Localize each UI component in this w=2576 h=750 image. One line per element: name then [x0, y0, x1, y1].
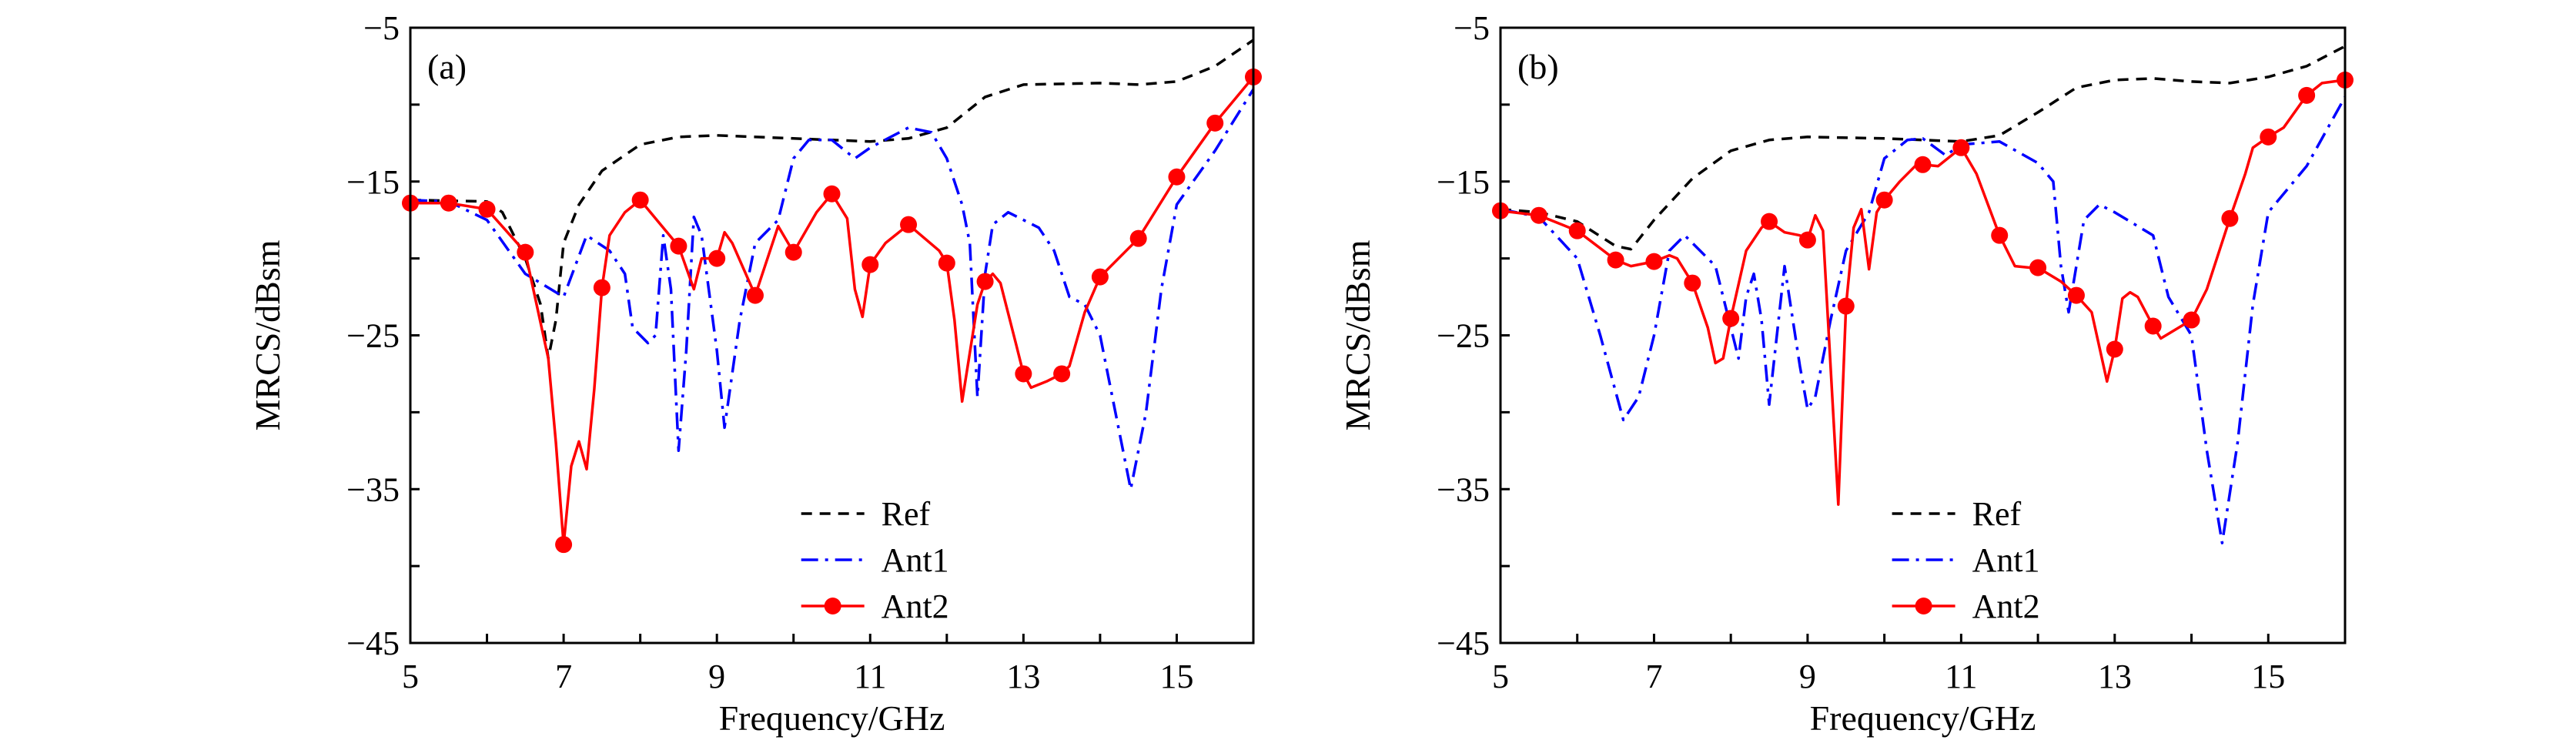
data-point-ant2 [1952, 139, 1970, 156]
data-point-ant2 [1053, 365, 1071, 383]
data-point-ant2 [2221, 209, 2239, 227]
data-point-ant2 [1837, 297, 1855, 315]
data-point-ant2 [1761, 213, 1778, 230]
data-point-ant2 [593, 279, 611, 296]
series-line-ref [410, 39, 1253, 360]
y-tick-label: −35 [1437, 470, 1490, 508]
x-tick-label: 9 [1799, 658, 1816, 695]
x-tick-label: 13 [1006, 658, 1040, 695]
y-tick-label: −25 [346, 317, 400, 355]
data-point-ant2 [1875, 191, 1893, 209]
data-point-ant2 [1568, 222, 1586, 239]
legend-label: Ant1 [882, 541, 949, 579]
x-tick-label: 11 [1945, 658, 1977, 695]
data-point-ant2 [1168, 168, 1186, 186]
series-line-ant1 [410, 88, 1253, 491]
legend-marker-ant2 [824, 598, 841, 614]
data-point-ant2 [823, 185, 841, 203]
chart-panel-a: 5 7 9 11 13 15 −5 −15 −25 −35 −45 Ref Ant1 Ant2 (a) Fre… [248, 9, 1262, 738]
data-point-ant2 [440, 194, 457, 212]
y-tick-label: −5 [363, 9, 400, 47]
data-point-ant2 [861, 256, 879, 273]
data-point-ant2 [746, 286, 764, 304]
data-point-ant2 [938, 254, 955, 272]
series-line-ant2 [410, 75, 1253, 546]
panel-label: (b) [1517, 47, 1559, 86]
y-tick-label: −25 [1437, 317, 1490, 355]
x-axis-label: Frequency/GHz [719, 698, 945, 738]
legend-label: Ant2 [882, 588, 949, 625]
data-point-ant2 [1722, 310, 1740, 327]
data-point-ant2 [2298, 86, 2316, 104]
data-point-ant2 [1015, 365, 1032, 383]
data-point-ant2 [1798, 231, 1816, 249]
data-point-ant2 [976, 273, 994, 290]
x-tick-label: 9 [708, 658, 725, 695]
data-point-ant2 [1206, 114, 1224, 132]
panel-label: (a) [427, 47, 467, 86]
x-tick-label: 13 [2098, 658, 2132, 695]
data-point-ant2 [631, 191, 649, 209]
data-point-ant2 [708, 249, 726, 267]
x-tick-label: 7 [1645, 658, 1662, 695]
data-point-ant2 [2106, 340, 2123, 358]
legend-label: Ant2 [1972, 588, 2040, 625]
x-tick-label: 15 [1159, 658, 1193, 695]
data-point-ant2 [1645, 253, 1663, 270]
x-tick-label: 11 [854, 658, 886, 695]
data-point-ant2 [478, 200, 496, 218]
plot-frame [409, 26, 1255, 645]
y-tick-label: −15 [346, 163, 400, 201]
legend-label: Ref [1972, 495, 2022, 533]
data-point-ant2 [1530, 206, 1547, 224]
data-point-ant2 [1607, 251, 1624, 269]
x-tick-label: 5 [402, 658, 419, 695]
x-tick-label: 15 [2251, 658, 2285, 695]
series-line-ref [1500, 45, 2345, 251]
plot-frame [1499, 26, 2347, 645]
data-point-ant2 [555, 536, 573, 554]
x-tick-label: 5 [1492, 658, 1509, 695]
data-point-ant2 [1991, 226, 2009, 244]
y-tick-label: −35 [346, 470, 400, 508]
chart-panel-b: 5 7 9 11 13 15 −5 −15 −25 −35 −45 Ref Ant1 Ant2 (b) Fre… [1338, 9, 2354, 738]
y-tick-label: −45 [1437, 624, 1490, 662]
data-point-ant2 [785, 243, 802, 261]
data-point-ant2 [2260, 128, 2277, 146]
y-axis-label: MRCS/dBsm [248, 239, 287, 430]
y-tick-label: −45 [346, 624, 400, 662]
series-line-ant1 [1500, 96, 2345, 544]
data-point-ant2 [1914, 156, 1932, 173]
data-point-ant2 [2029, 259, 2047, 276]
legend-label: Ant1 [1972, 541, 2040, 579]
x-axis-label: Frequency/GHz [1810, 698, 2036, 738]
y-tick-label: −5 [1454, 9, 1490, 47]
data-point-ant2 [1684, 274, 1701, 292]
legend-label: Ref [882, 495, 931, 533]
y-axis-label: MRCS/dBsm [1338, 239, 1377, 430]
legend-marker-ant2 [1915, 598, 1932, 614]
x-tick-label: 7 [555, 658, 572, 695]
data-point-ant2 [2067, 286, 2085, 304]
data-point-ant2 [517, 243, 534, 261]
y-tick-label: −15 [1437, 163, 1490, 201]
data-point-ant2 [900, 216, 918, 233]
data-point-ant2 [1091, 268, 1109, 286]
data-point-ant2 [2183, 311, 2200, 329]
data-point-ant2 [1129, 229, 1147, 247]
data-point-ant2 [670, 237, 687, 255]
series-line-ant2 [1500, 79, 2345, 506]
data-point-ant2 [2144, 317, 2162, 335]
